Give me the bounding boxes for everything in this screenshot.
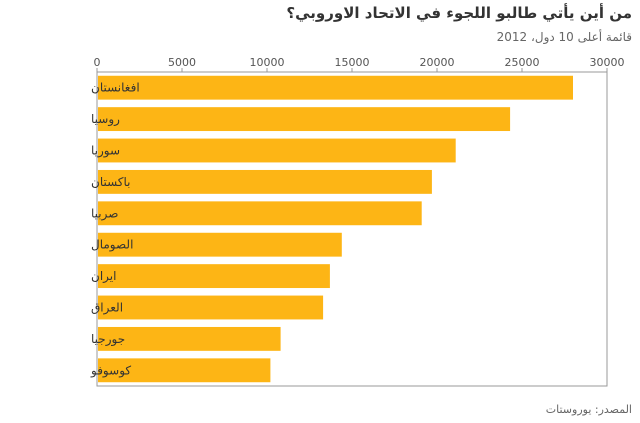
category-label: باكستان [91,175,131,189]
bar [98,138,456,163]
category-label: كوسوفو [90,363,131,378]
category-label: افغانستان [91,81,140,95]
category-label: العراق [91,301,123,316]
bar [98,264,330,289]
bar [98,75,573,100]
x-tick-label: 30000 [590,56,625,69]
bar [98,169,432,194]
bar [98,107,511,132]
category-label: سوريا [91,144,120,159]
category-label: روسيا [91,112,120,127]
bar [98,201,422,226]
bar [98,295,324,320]
chart-subtitle: قائمة أعلى 10 دول، 2012 [496,30,632,44]
category-label: صربيا [91,206,118,221]
category-label: الصومال [91,238,133,253]
x-tick-label: 15000 [335,56,370,69]
x-tick-label: 0 [94,56,101,69]
chart-title: من أين يأتي طالبو اللجوء في الاتحاد الاو… [286,4,632,22]
x-tick-label: 10000 [250,56,285,69]
category-label: ايران [91,269,116,284]
x-tick-label: 20000 [420,56,455,69]
x-tick-label: 25000 [505,56,540,69]
bar [98,326,281,351]
category-label: جورجيا [91,332,125,347]
source-note: المصدر: يوروستات [545,403,632,416]
x-tick-label: 5000 [168,56,196,69]
bar [98,232,342,257]
bar [98,358,271,383]
